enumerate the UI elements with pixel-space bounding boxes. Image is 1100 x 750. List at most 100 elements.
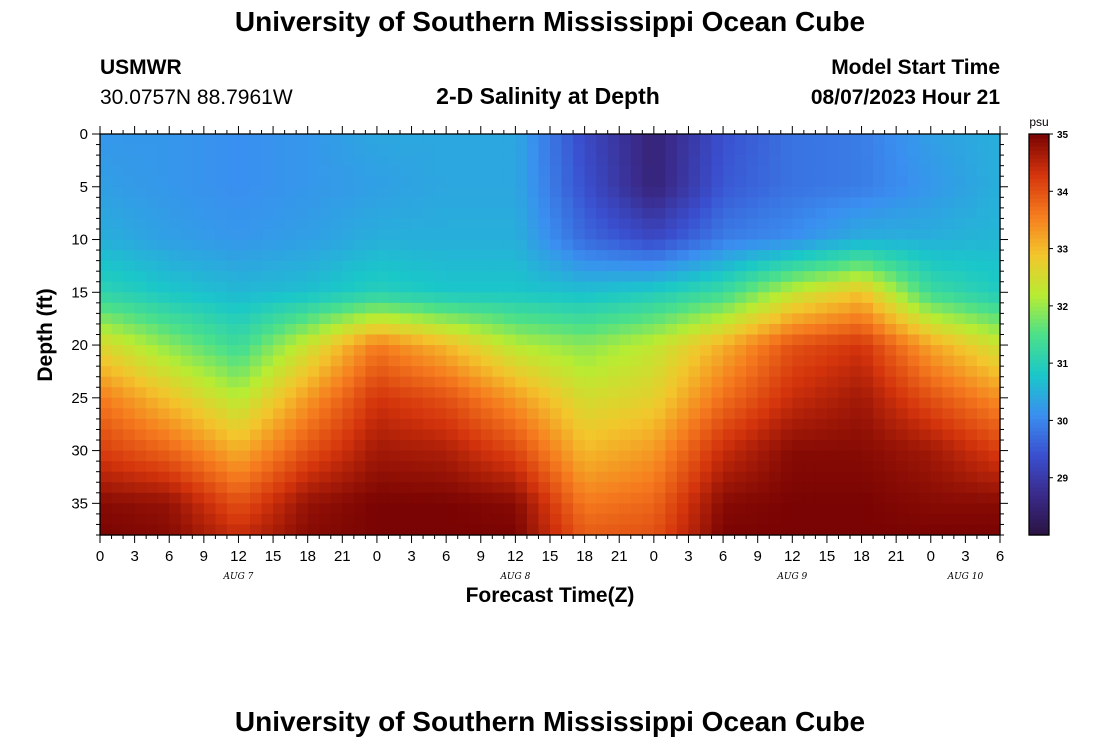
heatmap-cell [330, 471, 343, 483]
heatmap-cell [273, 260, 286, 272]
colorbar-segment [1029, 306, 1049, 312]
heatmap-cell [607, 323, 620, 336]
heatmap-cell [296, 376, 309, 388]
heatmap-cell [561, 144, 574, 156]
heatmap-cell [573, 186, 586, 198]
heatmap-cell [526, 313, 540, 325]
heatmap-cell [180, 228, 193, 241]
heatmap-cell [965, 387, 978, 399]
heatmap-cell [780, 292, 793, 304]
heatmap-cell [550, 440, 563, 452]
heatmap-cell [884, 503, 897, 515]
heatmap-cell [988, 482, 1001, 494]
heatmap-cell [134, 429, 147, 441]
heatmap-cell [873, 207, 886, 220]
heatmap-cell [503, 397, 516, 409]
heatmap-cell [965, 144, 978, 156]
heatmap-cell [873, 176, 886, 188]
heatmap-cell [434, 218, 447, 230]
heatmap-cell [238, 207, 251, 220]
heatmap-cell [238, 513, 251, 526]
heatmap-cell [273, 228, 286, 241]
heatmap-cell [780, 471, 793, 483]
heatmap-cell [157, 355, 170, 367]
heatmap-cell [376, 492, 390, 504]
colorbar-segment [1029, 406, 1049, 412]
colorbar-tick-label: 33 [1057, 245, 1069, 256]
heatmap-cell [988, 250, 1001, 262]
heatmap-cell [688, 429, 701, 441]
heatmap-cell [630, 355, 643, 367]
heatmap-cell [607, 302, 620, 314]
heatmap-cell [803, 334, 816, 346]
heatmap-cell [480, 482, 493, 494]
heatmap-cell [180, 461, 193, 473]
heatmap-cell [169, 387, 182, 399]
heatmap-cell [411, 176, 424, 188]
heatmap-cell [734, 387, 747, 399]
heatmap-cell [596, 165, 609, 177]
heatmap-cell [792, 355, 805, 367]
heatmap-cell [273, 197, 286, 209]
heatmap-cell [665, 271, 678, 283]
heatmap-cell [688, 134, 701, 146]
heatmap-cell [907, 471, 920, 483]
heatmap-cell [550, 144, 563, 156]
heatmap-cell [342, 271, 355, 283]
heatmap-cell [261, 334, 274, 346]
heatmap-cell [550, 366, 563, 378]
heatmap-cell [515, 334, 528, 346]
heatmap-cell [919, 482, 932, 494]
heatmap-cell [596, 197, 609, 209]
heatmap-cell [746, 408, 759, 420]
heatmap-cell [826, 250, 840, 262]
heatmap-cell [111, 503, 124, 515]
heatmap-cell [353, 513, 366, 526]
x-tick-label: 21 [611, 548, 628, 565]
heatmap-cell [469, 271, 482, 283]
heatmap-cell [157, 334, 170, 346]
heatmap-cell [100, 197, 113, 209]
heatmap-cell [630, 366, 643, 378]
heatmap-cell [803, 186, 816, 198]
heatmap-cell [215, 492, 228, 504]
heatmap-cell [307, 323, 320, 336]
heatmap-cell [665, 471, 678, 483]
heatmap-cell [630, 186, 643, 198]
heatmap-cell [515, 387, 528, 399]
heatmap-cell [250, 281, 263, 293]
heatmap-cell [665, 239, 678, 251]
heatmap-cell [284, 165, 297, 177]
heatmap-cell [469, 492, 482, 504]
heatmap-cell [400, 408, 413, 420]
heatmap-cell [723, 271, 736, 283]
heatmap-cell [388, 418, 401, 431]
heatmap-cell [757, 250, 770, 262]
x-tick-label: 6 [165, 548, 173, 565]
heatmap-cell [376, 239, 390, 251]
heatmap-cell [596, 482, 609, 494]
heatmap-cell [930, 186, 943, 198]
heatmap-cell [884, 302, 897, 314]
heatmap-cell [538, 134, 551, 146]
heatmap-cell [192, 345, 205, 357]
heatmap-cell [976, 418, 990, 431]
heatmap-cell [988, 323, 1001, 336]
heatmap-cell [561, 513, 574, 526]
heatmap-cell [746, 197, 759, 209]
heatmap-cell [561, 313, 574, 325]
heatmap-cell [919, 524, 932, 536]
heatmap-cell [157, 418, 170, 431]
heatmap-cell [203, 176, 216, 188]
colorbar-segment [1029, 402, 1049, 408]
heatmap-cell [365, 281, 378, 293]
heatmap-cell [342, 176, 355, 188]
heatmap-cell [792, 260, 805, 272]
heatmap-cell [411, 271, 424, 283]
heatmap-cell [203, 207, 216, 220]
heatmap-cell [815, 513, 828, 526]
heatmap-cell [619, 313, 632, 325]
heatmap-cell [480, 513, 493, 526]
heatmap-cell [953, 471, 966, 483]
heatmap-cell [723, 450, 736, 462]
